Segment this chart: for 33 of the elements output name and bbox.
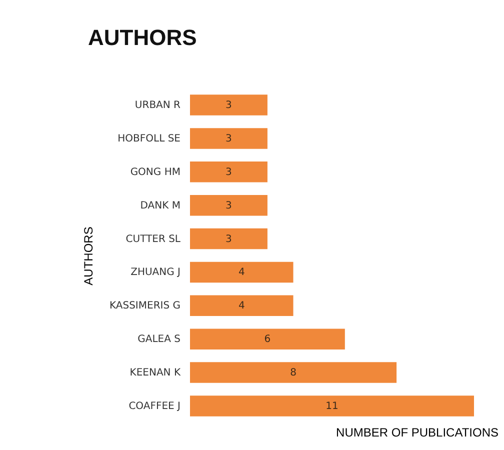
- bar: [190, 162, 268, 182]
- data-label: 3: [226, 200, 232, 212]
- bar: [190, 128, 268, 149]
- bar: [190, 262, 294, 283]
- y-tick-label: COAFFEE J: [128, 400, 180, 412]
- data-label: 3: [226, 166, 232, 178]
- y-tick-label: CUTTER SL: [126, 234, 181, 245]
- y-tick-label: DANK M: [140, 200, 180, 212]
- data-label: 3: [226, 133, 232, 144]
- data-label: 6: [264, 334, 271, 346]
- data-label: 3: [226, 234, 232, 245]
- y-tick-label: HOBFOLL SE: [118, 133, 180, 144]
- data-label: 8: [290, 368, 296, 379]
- x-axis-title: NUMBER OF PUBLICATIONS: [336, 426, 498, 440]
- bar: [190, 295, 294, 316]
- data-label: 3: [226, 100, 232, 112]
- bar: [190, 194, 268, 216]
- y-tick-label: KEENAN K: [130, 368, 181, 379]
- data-label: 4: [238, 267, 245, 278]
- bar: [190, 228, 268, 250]
- chart-title: AUTHORS: [88, 25, 197, 50]
- bar: [190, 396, 474, 416]
- bar: [190, 328, 345, 350]
- bar: [190, 94, 268, 116]
- data-label: 11: [326, 400, 338, 412]
- y-axis-title: AUTHORS: [82, 226, 96, 286]
- bar: [190, 362, 397, 383]
- y-tick-label: KASSIMERIS G: [110, 300, 180, 312]
- y-tick-label: URBAN R: [134, 100, 181, 112]
- data-label: 4: [238, 300, 245, 312]
- y-tick-label: GONG HM: [130, 166, 180, 178]
- y-tick-label: ZHUANG J: [130, 267, 180, 278]
- y-tick-label: GALEA S: [138, 334, 180, 346]
